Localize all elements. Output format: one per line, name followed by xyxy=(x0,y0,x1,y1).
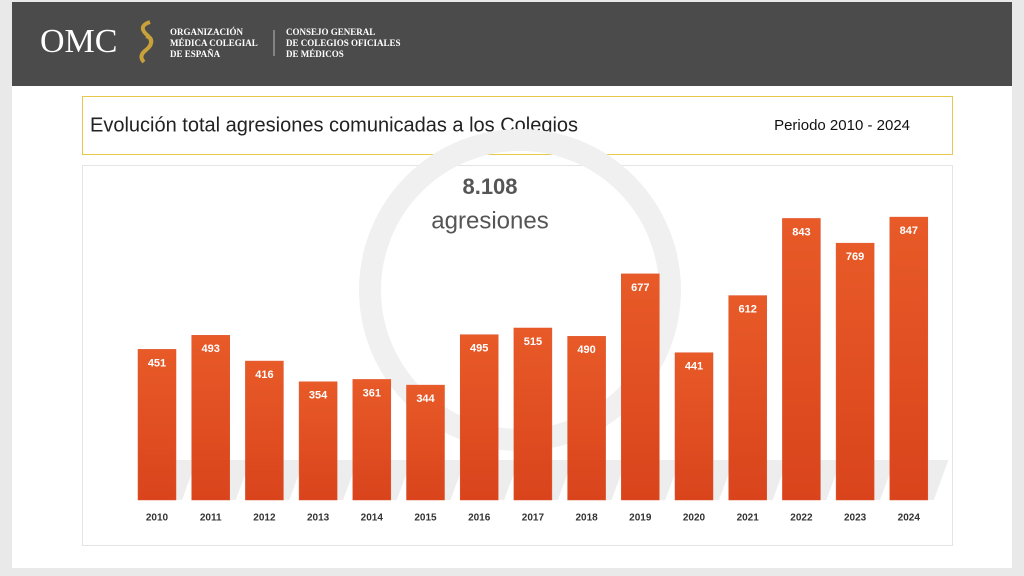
x-tick-label: 2015 xyxy=(414,513,437,524)
chart-subtitle: Periodo 2010 - 2024 xyxy=(774,117,910,134)
plot: 451 2010 493 2011 416 2012 354 2013 361 2014 344 20… xyxy=(137,216,949,524)
x-tick-label: 2013 xyxy=(307,513,330,524)
value-label: 847 xyxy=(900,225,918,237)
bar xyxy=(567,336,606,501)
council-line: DE COLEGIOS OFICIALES xyxy=(286,38,401,48)
org-line: DE ESPAÑA xyxy=(170,49,221,59)
value-label: 515 xyxy=(524,336,542,348)
bar xyxy=(889,216,929,501)
value-label: 769 xyxy=(846,251,864,263)
logo-text: OMC xyxy=(40,23,117,60)
org-line: MÉDICA COLEGIAL xyxy=(170,38,258,48)
bar xyxy=(835,242,875,501)
value-label: 344 xyxy=(416,393,435,405)
bar xyxy=(674,352,714,501)
x-tick-label: 2011 xyxy=(200,513,222,524)
total-label: agresiones xyxy=(431,207,548,234)
bar xyxy=(245,360,284,501)
chart-title: Evolución total agresiones comunicadas a… xyxy=(90,114,578,136)
x-tick-label: 2012 xyxy=(253,513,276,524)
bar xyxy=(352,379,392,501)
x-tick-label: 2020 xyxy=(683,513,706,524)
x-tick-label: 2016 xyxy=(468,513,491,524)
council-line: DE MÉDICOS xyxy=(286,49,344,59)
x-tick-label: 2021 xyxy=(737,513,760,524)
total-value: 8.108 xyxy=(462,174,517,199)
value-label: 416 xyxy=(255,369,273,381)
bar xyxy=(137,349,177,501)
bar xyxy=(513,327,553,501)
bar xyxy=(459,334,499,501)
bar xyxy=(191,335,230,501)
bar xyxy=(728,295,767,501)
value-label: 490 xyxy=(577,344,595,356)
x-tick-label: 2023 xyxy=(844,513,867,524)
logo-symbol xyxy=(139,20,154,64)
bar xyxy=(406,384,445,501)
value-label: 843 xyxy=(792,226,810,238)
bar xyxy=(298,381,338,501)
value-label: 451 xyxy=(148,357,166,369)
value-label: 493 xyxy=(202,343,220,355)
x-tick-label: 2017 xyxy=(522,513,545,524)
value-label: 495 xyxy=(470,343,488,355)
value-label: 677 xyxy=(631,282,649,294)
value-label: 361 xyxy=(363,387,381,399)
bar xyxy=(621,273,660,501)
bar xyxy=(782,218,821,501)
x-tick-label: 2010 xyxy=(146,513,169,524)
value-label: 354 xyxy=(309,390,328,402)
x-tick-label: 2022 xyxy=(790,513,813,524)
x-tick-label: 2014 xyxy=(361,513,384,524)
org-line: ORGANIZACIÓN xyxy=(170,27,244,37)
value-label: 441 xyxy=(685,361,703,373)
x-tick-label: 2019 xyxy=(629,513,652,524)
x-tick-label: 2024 xyxy=(898,513,921,524)
x-tick-label: 2018 xyxy=(575,513,598,524)
council-line: CONSEJO GENERAL xyxy=(286,27,375,37)
value-label: 612 xyxy=(739,303,757,315)
header-bar xyxy=(12,2,1012,86)
